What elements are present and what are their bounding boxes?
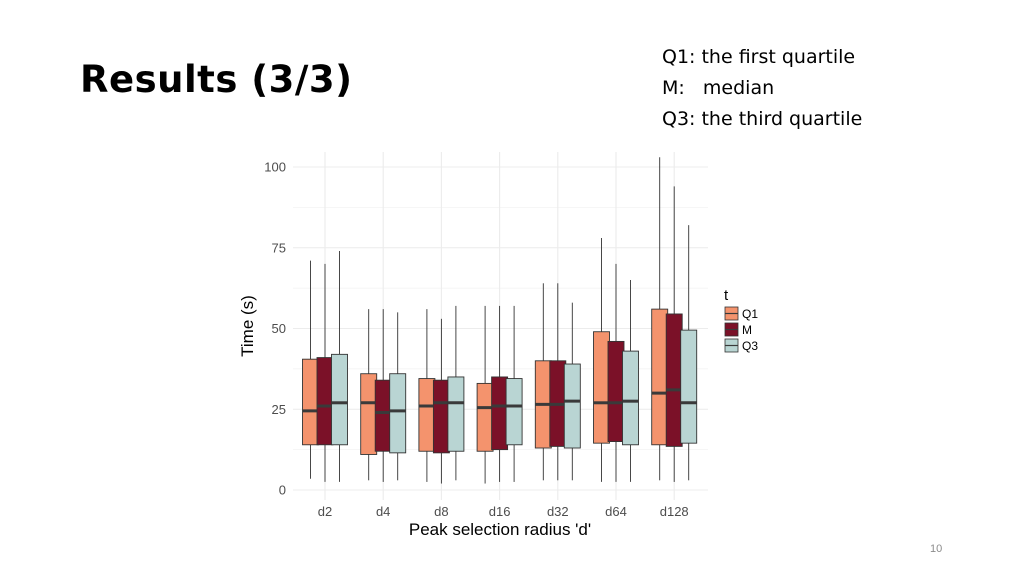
box-q3-d64 [622, 280, 639, 482]
legend-note-m: M: median [662, 77, 775, 99]
box-body [316, 357, 334, 446]
legend-note-q1: Q1: the first quartile [662, 46, 856, 68]
box-body [680, 329, 698, 444]
legend-note-q3: Q3: the third quartile [662, 108, 863, 130]
x-tick-label: d32 [547, 504, 569, 519]
box-body [593, 331, 610, 444]
box-body [447, 376, 465, 452]
box-q1-d16 [476, 305, 494, 484]
x-tick-label: d64 [605, 504, 627, 519]
legend-label-q3: Q3 [742, 339, 758, 353]
page-number: 10 [930, 543, 943, 555]
y-axis-label: Time (s) [238, 295, 257, 357]
box-body [505, 378, 523, 446]
box-body [491, 376, 509, 451]
box-q1-d2 [302, 260, 319, 479]
y-tick-label: 75 [272, 240, 286, 255]
box-body [331, 353, 348, 446]
box-body [389, 373, 407, 454]
box-body [622, 350, 639, 446]
box-q1-d8 [418, 309, 436, 482]
legend-label-m: M [742, 323, 752, 337]
slide-title: Results (3/3) [80, 58, 353, 101]
box-body [651, 308, 669, 446]
box-body [374, 379, 392, 452]
box-q3-d128 [680, 225, 698, 481]
box-q3-d16 [505, 305, 523, 482]
chart-legend: t Q1 M Q3 [724, 287, 758, 353]
y-tick-label: 0 [279, 483, 286, 498]
box-body [360, 373, 378, 455]
y-tick-label: 100 [264, 160, 286, 175]
box-q3-d8 [447, 305, 465, 481]
legend-title: t [724, 287, 729, 304]
box-body [418, 378, 436, 452]
x-tick-label: d2 [318, 504, 332, 519]
x-tick-label: d16 [489, 504, 511, 519]
box-body [563, 363, 581, 449]
y-tick-label: 50 [272, 321, 286, 336]
x-tick-label: d8 [434, 504, 448, 519]
box-body [665, 313, 683, 447]
x-tick-label: d128 [660, 504, 689, 519]
y-tick-label: 25 [272, 402, 286, 417]
box-body [432, 379, 450, 454]
x-axis-label: Peak selection radius 'd' [409, 520, 591, 539]
box-body [302, 358, 319, 446]
box-q1-d128 [651, 157, 669, 481]
box-m-d128 [665, 186, 683, 482]
box-body [607, 340, 625, 443]
box-body [476, 382, 494, 452]
box-m-d64 [607, 263, 625, 482]
box-q3-d2 [331, 250, 348, 482]
box-m-d4 [374, 309, 392, 482]
quartile-legend-note: Q1: the first quartile M: median Q3: the… [662, 42, 862, 135]
box-q3-d32 [563, 302, 581, 481]
box-q1-d64 [593, 238, 610, 482]
box-m-d8 [432, 318, 450, 484]
legend-label-q1: Q1 [742, 307, 758, 321]
box-q3-d4 [389, 312, 407, 481]
x-tick-label: d4 [376, 504, 390, 519]
box-q1-d4 [360, 309, 378, 481]
